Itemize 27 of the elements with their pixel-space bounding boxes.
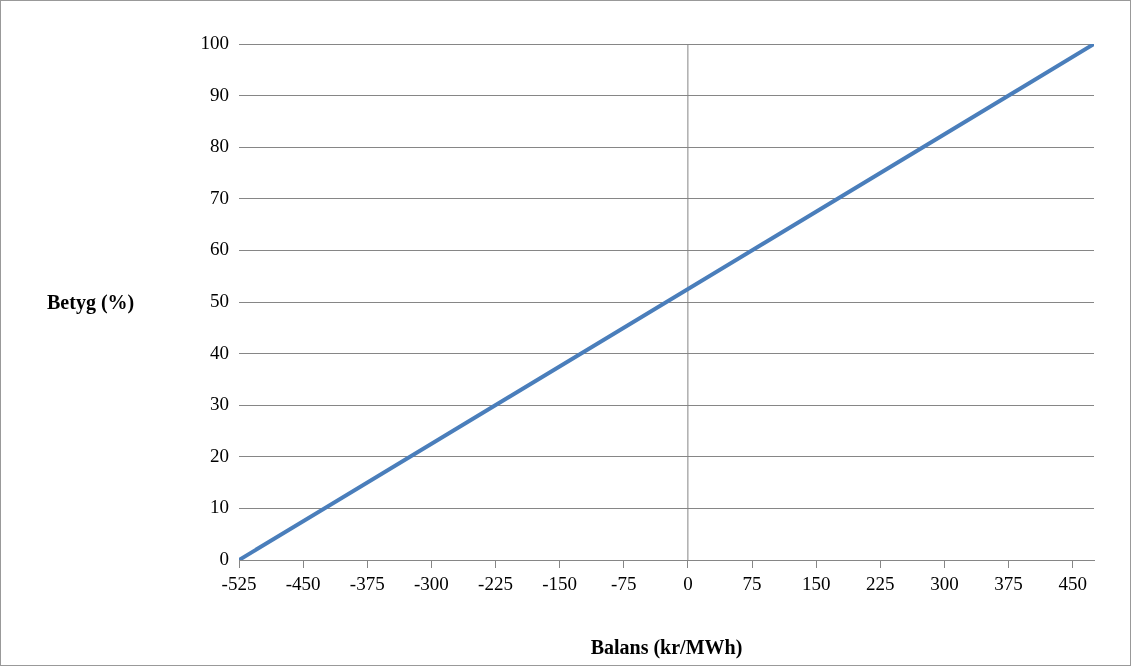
x-tick-label: -75 (611, 573, 637, 595)
x-tick-label: 300 (930, 573, 959, 595)
x-tick-label: -450 (285, 573, 321, 595)
x-axis-title: Balans (kr/MWh) (590, 636, 743, 660)
y-axis-title: Betyg (%) (47, 291, 135, 315)
y-tick-label: 0 (219, 547, 229, 569)
x-tick-label: -525 (221, 573, 257, 595)
y-tick-label: 30 (210, 393, 229, 415)
y-tick-label: 80 (210, 135, 229, 157)
x-tick-label: -375 (349, 573, 385, 595)
x-tick-label: 0 (683, 573, 693, 595)
y-tick-label: 40 (210, 341, 229, 363)
x-tick-label: -150 (542, 573, 578, 595)
y-tick-label: 70 (210, 186, 229, 208)
y-tick-label: 100 (200, 31, 229, 53)
y-tick-label: 50 (210, 289, 229, 311)
x-tick-label: 375 (994, 573, 1023, 595)
y-tick-label: 60 (210, 238, 229, 260)
x-tick-label: 450 (1058, 573, 1087, 595)
y-tick-label: 90 (210, 83, 229, 105)
x-tick-label: 75 (742, 573, 762, 595)
x-tick-label: 150 (801, 573, 831, 595)
x-tick-label: 225 (866, 573, 895, 595)
y-tick-label: 20 (210, 444, 229, 466)
y-tick-label: 10 (210, 496, 229, 518)
x-tick-label: -300 (413, 573, 449, 595)
x-tick-label: -225 (478, 573, 513, 595)
